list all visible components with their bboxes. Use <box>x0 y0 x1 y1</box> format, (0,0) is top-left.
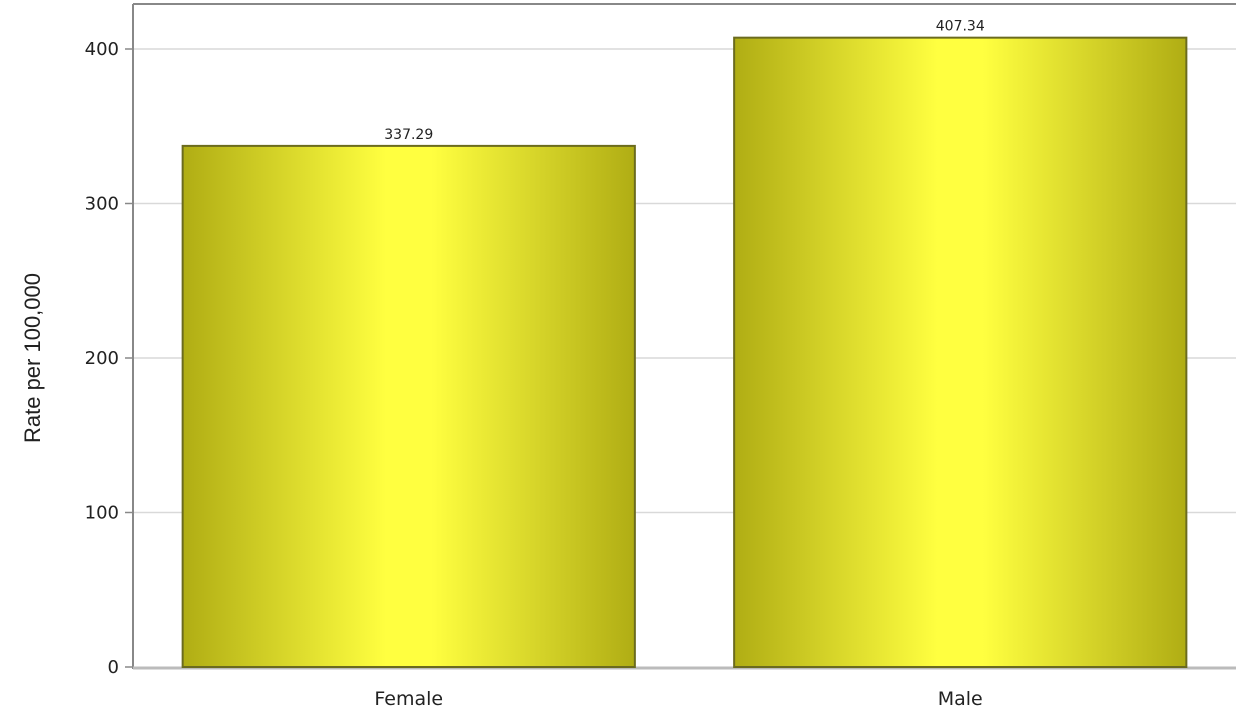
data-labels: 337.29 407.34 <box>384 19 985 143</box>
y-tick-label: 0 <box>108 657 119 678</box>
y-tick-label: 300 <box>85 194 119 215</box>
bars <box>181 36 1188 668</box>
bar-female <box>181 144 636 668</box>
y-tick-label: 400 <box>85 39 119 60</box>
y-axis-title: Rate per 100,000 <box>20 273 45 443</box>
y-axis-ticks: 0 100 200 300 400 <box>85 39 133 678</box>
y-tick-label: 100 <box>85 503 119 524</box>
bar-male <box>733 36 1188 668</box>
data-label: 337.29 <box>384 127 433 143</box>
x-category-label: Male <box>938 688 983 710</box>
data-label: 407.34 <box>936 19 985 35</box>
y-tick-label: 200 <box>85 348 119 369</box>
x-category-label: Female <box>374 688 443 710</box>
x-axis-categories: Female Male <box>374 688 982 710</box>
